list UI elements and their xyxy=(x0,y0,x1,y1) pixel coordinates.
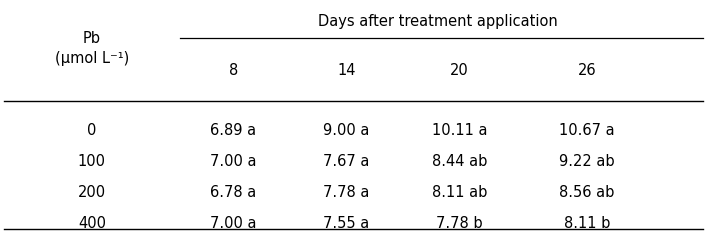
Text: 20: 20 xyxy=(450,63,469,78)
Text: 8: 8 xyxy=(228,63,238,78)
Text: 8.56 ab: 8.56 ab xyxy=(559,185,614,200)
Text: 8.44 ab: 8.44 ab xyxy=(432,154,487,169)
Text: Pb
(μmol L⁻¹): Pb (μmol L⁻¹) xyxy=(54,31,129,66)
Text: 14: 14 xyxy=(337,63,356,78)
Text: Days after treatment application: Days after treatment application xyxy=(318,14,559,29)
Text: 7.00 a: 7.00 a xyxy=(210,154,257,169)
Text: 8.11 ab: 8.11 ab xyxy=(432,185,487,200)
Text: 10.67 a: 10.67 a xyxy=(559,123,614,139)
Text: 200: 200 xyxy=(78,185,106,200)
Text: 7.55 a: 7.55 a xyxy=(323,215,370,231)
Text: 6.78 a: 6.78 a xyxy=(210,185,257,200)
Text: 9.00 a: 9.00 a xyxy=(323,123,370,139)
Text: 10.11 a: 10.11 a xyxy=(432,123,487,139)
Text: 7.78 b: 7.78 b xyxy=(436,215,483,231)
Text: 7.00 a: 7.00 a xyxy=(210,215,257,231)
Text: 26: 26 xyxy=(578,63,596,78)
Text: 100: 100 xyxy=(78,154,106,169)
Text: 0: 0 xyxy=(87,123,97,139)
Text: 9.22 ab: 9.22 ab xyxy=(559,154,614,169)
Text: 8.11 b: 8.11 b xyxy=(563,215,610,231)
Text: 7.78 a: 7.78 a xyxy=(323,185,370,200)
Text: 400: 400 xyxy=(78,215,106,231)
Text: 6.89 a: 6.89 a xyxy=(210,123,257,139)
Text: 7.67 a: 7.67 a xyxy=(323,154,370,169)
